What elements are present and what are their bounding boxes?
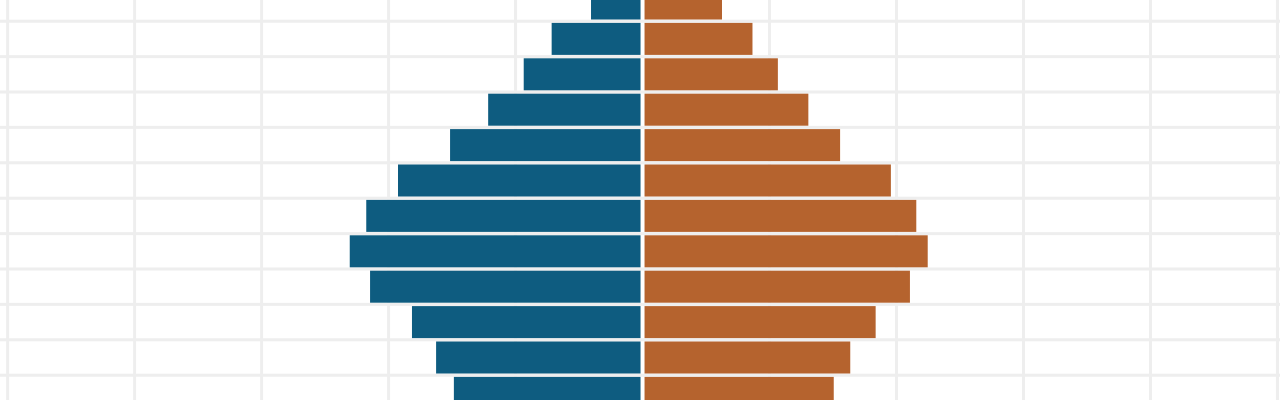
bar bbox=[644, 235, 928, 268]
bar bbox=[551, 22, 641, 55]
bar bbox=[644, 93, 809, 126]
bar bbox=[644, 199, 917, 232]
bar bbox=[453, 376, 641, 400]
bar bbox=[450, 129, 641, 162]
bar bbox=[644, 306, 876, 339]
bar bbox=[366, 199, 641, 232]
bar bbox=[411, 306, 641, 339]
bar bbox=[644, 341, 851, 374]
bar bbox=[644, 129, 841, 162]
bar bbox=[644, 58, 778, 91]
bar bbox=[523, 58, 641, 91]
bar bbox=[644, 376, 834, 400]
bar bbox=[644, 22, 753, 55]
bar bbox=[370, 270, 641, 303]
bar bbox=[349, 235, 641, 268]
bar bbox=[644, 164, 891, 197]
bar bbox=[591, 0, 641, 20]
bar bbox=[644, 0, 722, 20]
bar bbox=[436, 341, 641, 374]
bar bbox=[644, 270, 910, 303]
bar bbox=[488, 93, 641, 126]
bar bbox=[398, 164, 641, 197]
